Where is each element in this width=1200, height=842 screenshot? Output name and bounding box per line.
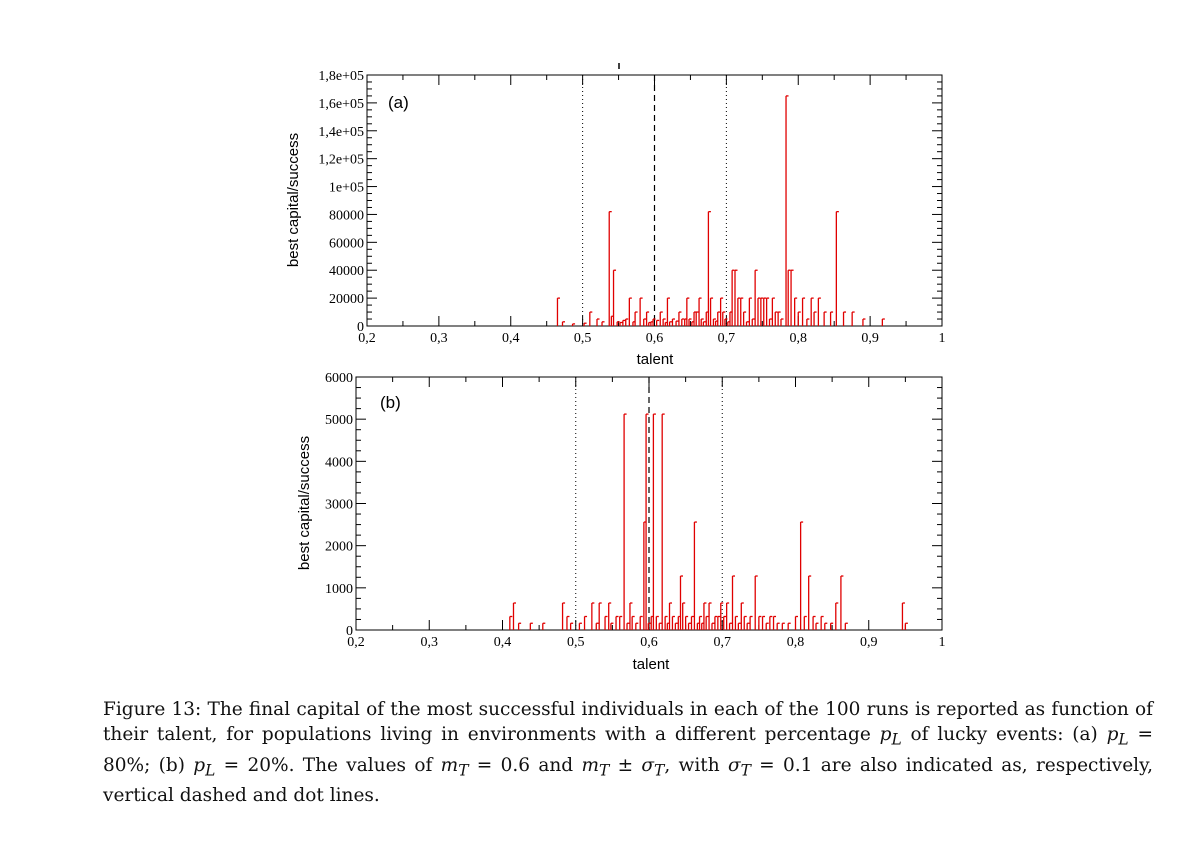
caption-math-pl: pL (879, 724, 902, 749)
panel-a-bars (556, 95, 885, 326)
panel-b-x-axis-title: talent (633, 656, 671, 673)
panel-b-x-tick-label: 0,7 (714, 635, 732, 650)
caption-sigma-value: = 0.1 are also indicated as, respectivel… (103, 754, 1153, 807)
panel-a-axes: 0,2 0,3 0,4 0,5 0,6 0,7 0,8 0,9 1 0 20000 40000 6000… (318, 69, 945, 346)
caption-math-mt-sigma: mT ± σT (581, 754, 665, 780)
panel-a-y-tick-label: 40000 (329, 264, 364, 279)
caption-text: The final capital of the most successful… (103, 699, 1154, 745)
figure-caption: Figure 13: The final capital of the most… (103, 697, 1153, 808)
panel-b-axes: 0,2 0,3 0,4 0,5 0,6 0,7 0,8 0,9 1 0 1000 2000 3000 40… (325, 371, 946, 650)
panel-a-y-tick-label: 1,2e+05 (318, 153, 364, 168)
caption-figure-label: Figure 13: (103, 699, 202, 720)
panel-b-label: (b) (380, 393, 401, 412)
panel-b-x-tick-label: 0,2 (347, 635, 365, 650)
panel-a-y-tick-label: 20000 (329, 292, 364, 307)
panel-b-x-tick-label: 1 (939, 635, 946, 650)
panel-a-y-tick-label: 60000 (329, 236, 364, 251)
panel-a-label: (a) (388, 93, 409, 112)
panel-a-x-tick-label: 0,8 (790, 331, 808, 346)
panel-b-x-tick-label: 0,5 (567, 635, 585, 650)
panel-b-y-axis-title: best capital/success (296, 436, 313, 570)
caption-math-sigma: σT (727, 754, 751, 780)
panel-b-reference-lines (575, 377, 723, 630)
panel-b-x-tick-label: 0,6 (640, 635, 658, 650)
panel-b-x-tick-label: 0,4 (494, 635, 512, 650)
panel-a-x-tick-label: 0,9 (861, 331, 879, 346)
caption-mt-value: = 0.6 and (476, 754, 574, 776)
panel-a-y-tick-label: 1,8e+05 (318, 69, 364, 84)
panel-a-chart: 0,2 0,3 0,4 0,5 0,6 0,7 0,8 0,9 1 0 20000 40000 6000… (285, 69, 946, 368)
panel-a-y-tick-label: 0 (357, 320, 364, 335)
caption-math-pl-a: pL (1106, 724, 1129, 749)
panel-b-y-tick-label: 4000 (325, 455, 353, 470)
panel-b-y-tick-label: 1000 (325, 582, 353, 597)
panel-b-y-tick-label: 2000 (325, 540, 353, 555)
panel-b-y-tick-label: 0 (346, 624, 353, 639)
panel-a-x-tick-label: 1 (939, 331, 946, 346)
panel-a-y-tick-label: 80000 (329, 208, 364, 223)
caption-value-b: = 20%. The values of (223, 754, 433, 776)
panel-b-y-tick-label: 3000 (325, 498, 353, 513)
caption-math-pl-b: pL (193, 754, 216, 780)
panel-b-x-tick-label: 0,3 (421, 635, 439, 650)
panel-a-x-tick-label: 0,4 (502, 331, 520, 346)
panel-a-y-tick-label: 1,6e+05 (318, 97, 364, 112)
panel-a-x-tick-label: 0,7 (718, 331, 736, 346)
panel-a-x-tick-label: 0,5 (574, 331, 592, 346)
caption-math-mt: mT (440, 754, 469, 780)
panel-a-y-tick-label: 1e+05 (329, 181, 364, 196)
caption-text-lucky: of lucky events: (a) (910, 724, 1098, 745)
panel-b-bars (509, 413, 908, 630)
panel-a-reference-lines (582, 75, 727, 326)
panel-a-x-axis-title: talent (637, 351, 675, 368)
caption-value-a: = 80%; (b) (103, 724, 1153, 776)
panel-b-x-tick-label: 0,8 (787, 635, 805, 650)
panel-b-chart: 0,2 0,3 0,4 0,5 0,6 0,7 0,8 0,9 1 0 1000 2000 3000 40… (296, 371, 946, 673)
panel-a-y-tick-label: 1,4e+05 (318, 125, 364, 140)
panel-a-x-tick-label: 0,3 (430, 331, 448, 346)
panel-b-y-tick-label: 5000 (325, 413, 353, 428)
panel-a-y-axis-title: best capital/success (285, 133, 302, 267)
panel-a-x-tick-label: 0,2 (358, 331, 376, 346)
panel-a-x-tick-label: 0,6 (646, 331, 664, 346)
panel-b-y-tick-label: 6000 (325, 371, 353, 386)
caption-with: , with (664, 754, 720, 776)
panel-b-x-tick-label: 0,9 (860, 635, 878, 650)
